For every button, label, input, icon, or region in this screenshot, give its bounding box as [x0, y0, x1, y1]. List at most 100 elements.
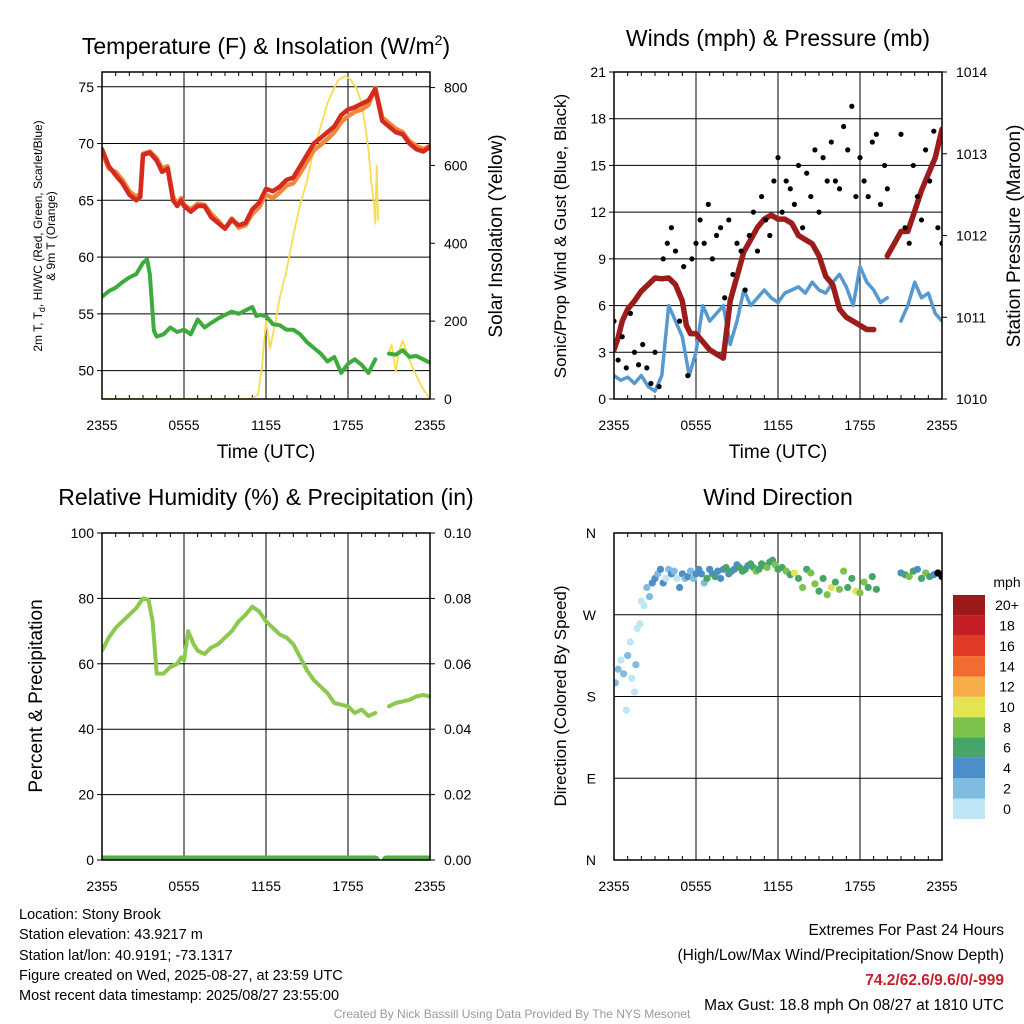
direction-point	[831, 578, 840, 586]
gust-point	[644, 365, 650, 371]
direction-point	[913, 565, 922, 573]
pressure-line	[614, 212, 877, 361]
x-tick-label: 2355	[414, 417, 445, 433]
colorbar-swatch	[953, 696, 985, 718]
y-tick-label: 0	[86, 852, 94, 868]
colorbar-swatch	[953, 737, 985, 758]
y-tick-label: 65	[78, 192, 94, 208]
y-tick-label: 3	[598, 344, 606, 360]
gust-point	[849, 103, 855, 109]
location-text: Location: Stony Brook	[19, 907, 161, 923]
recent-text: Most recent data timestamp: 2025/08/27 2…	[19, 988, 340, 1005]
wind-line	[899, 280, 942, 323]
humidity-ylabel: Percent & Precipitation	[26, 599, 47, 792]
gust-point	[812, 147, 818, 153]
y-tick-label: 0	[598, 391, 606, 407]
x-tick-label: 0555	[680, 417, 711, 433]
gust-point	[705, 201, 711, 207]
direction-ylabel: Direction (Colored By Speed)	[551, 585, 570, 806]
gust-point	[627, 310, 634, 316]
direction-point	[790, 569, 799, 577]
direction-point	[823, 591, 831, 599]
gust-point	[640, 341, 646, 348]
gust-point	[841, 123, 847, 130]
gust-point	[726, 217, 732, 223]
y-tick-label: 6	[598, 298, 606, 314]
colorbar-swatch	[953, 757, 985, 779]
gust-point	[619, 334, 625, 340]
direction-point	[670, 567, 678, 575]
gust-point	[931, 128, 937, 134]
direction-point	[626, 638, 635, 646]
y2-tick-label: 200	[444, 313, 468, 329]
latlon-text: Station lat/lon: 40.9191; -73.1317	[19, 947, 233, 964]
winds-title: Winds (mph) & Pressure (mb)	[626, 25, 930, 51]
gust-point	[689, 256, 695, 262]
y-tick-label: 100	[71, 525, 95, 541]
y2-tick-label: 600	[444, 157, 468, 173]
direction-point	[819, 574, 827, 583]
x-tick-label: 0555	[168, 878, 199, 894]
direction-point	[619, 670, 628, 678]
gust-point	[648, 380, 654, 387]
extremes-legend: (High/Low/Max Wind/Precipitation/Snow De…	[677, 947, 1005, 964]
direction-point	[722, 563, 730, 572]
direction-point	[643, 583, 651, 592]
colorbar-label: 10	[999, 699, 1015, 715]
gust-point	[845, 147, 851, 153]
y2-tick-label: 0.10	[444, 525, 471, 541]
plot-frame	[101, 532, 431, 861]
direction-point	[630, 688, 639, 696]
colorbar-label: 16	[999, 638, 1015, 654]
max-gust-text: Max Gust: 18.8 mph On 08/27 at 1810 UTC	[704, 997, 1004, 1014]
wind-line	[614, 264, 890, 393]
direction-panel: Wind Direction Direction (Colored By Spe…	[551, 484, 1021, 894]
gust-point	[923, 147, 929, 153]
gust-point	[709, 256, 716, 262]
colorbar-swatch	[953, 595, 985, 616]
elevation-text: Station elevation: 43.9217 m	[19, 927, 203, 944]
gust-point	[902, 225, 908, 231]
colorbar-label: 0	[1003, 801, 1011, 817]
y2-tick-label: 1013	[956, 146, 987, 162]
temperature-ylabel-1: 2m T, Td, HI/WC (Red, Green, Scarlet/Blu…	[31, 120, 47, 351]
x-tick-label: 1155	[763, 878, 793, 894]
gust-point	[832, 178, 839, 184]
direction-point	[640, 602, 648, 610]
temperature-xlabel: Time (UTC)	[217, 442, 316, 463]
gust-point	[672, 248, 679, 254]
direction-point	[697, 570, 706, 578]
series-group	[614, 103, 942, 393]
gust-point	[656, 383, 662, 390]
y-tick-label: 55	[78, 306, 94, 322]
x-tick-label: 0555	[168, 417, 199, 433]
gust-point	[882, 162, 888, 169]
gust-point	[693, 240, 699, 246]
colorbar-swatch	[953, 717, 985, 738]
direction-point	[807, 569, 815, 577]
colorbar-label: 8	[1003, 719, 1011, 735]
x-tick-label: 2355	[926, 417, 957, 433]
gust-point	[652, 349, 658, 355]
winds-xlabel: Time (UTC)	[729, 442, 828, 463]
x-tick-label: 1755	[332, 417, 363, 433]
y-tick-label: 70	[78, 136, 94, 152]
gust-point	[918, 217, 925, 223]
colorbar-label: 14	[999, 658, 1015, 674]
x-tick-label: 2355	[86, 417, 117, 433]
gust-point	[718, 225, 724, 231]
colorbar-swatch	[953, 778, 985, 799]
gust-point	[906, 240, 912, 246]
extremes-title: Extremes For Past 24 Hours	[808, 922, 1004, 939]
y-tick-label: 18	[590, 111, 606, 127]
direction-point	[662, 574, 670, 583]
gust-point	[914, 193, 921, 200]
gust-point	[681, 264, 687, 270]
gust-point	[750, 209, 757, 215]
direction-point	[645, 592, 654, 601]
y-tick-label: 60	[78, 656, 94, 672]
gust-point	[623, 365, 629, 371]
direction-point	[622, 706, 630, 714]
colorbar-unit: mph	[993, 574, 1020, 590]
x-tick-label: 0555	[680, 878, 711, 894]
